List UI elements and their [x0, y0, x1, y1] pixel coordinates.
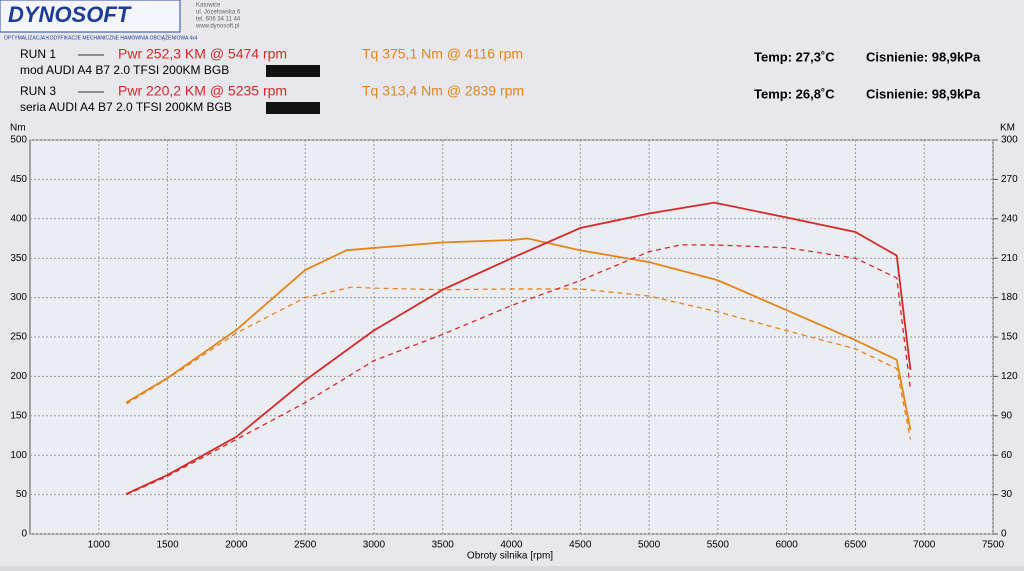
- y-axis-label: Nm: [10, 123, 26, 134]
- redaction: [266, 65, 320, 77]
- y2-tick-label: 120: [1001, 371, 1018, 382]
- x-tick-label: 2500: [294, 540, 317, 551]
- y2-tick-label: 60: [1001, 450, 1013, 461]
- series-line: [125, 237, 912, 431]
- y-tick-label: 500: [10, 135, 27, 146]
- x-tick-label: 5000: [638, 540, 661, 551]
- x-tick-label: 4500: [569, 540, 592, 551]
- y-tick-label: 0: [21, 529, 27, 540]
- logo: DYNOSOFT: [8, 2, 132, 27]
- run-description: seria AUDI A4 B7 2.0 TFSI 200KM BGB: [20, 100, 232, 114]
- y-tick-label: 300: [10, 292, 27, 303]
- x-tick-label: 3500: [432, 540, 455, 551]
- series-line: [125, 201, 912, 495]
- run-torque: Tq 313,4 Nm @ 2839 rpm: [362, 83, 524, 99]
- logo-tagline: OPTYMALIZACJA KODYFIKACJE MECHANICZNE HA…: [4, 34, 198, 41]
- run-label: RUN 1: [20, 47, 56, 61]
- x-tick-label: 4000: [500, 540, 523, 551]
- x-tick-label: 5500: [707, 540, 730, 551]
- y2-tick-label: 300: [1001, 135, 1018, 146]
- y2-tick-label: 240: [1001, 213, 1018, 224]
- x-tick-label: 2000: [225, 540, 248, 551]
- y2-tick-label: 180: [1001, 292, 1018, 303]
- series-line: [125, 286, 912, 440]
- y2-tick-label: 0: [1001, 529, 1007, 540]
- run-label: RUN 3: [20, 84, 56, 98]
- x-axis-label: Obroty silnika [rpm]: [467, 551, 553, 562]
- y2-tick-label: 30: [1001, 489, 1013, 500]
- y-tick-label: 100: [10, 450, 27, 461]
- run-description: mod AUDI A4 B7 2.0 TFSI 200KM BGB: [20, 63, 229, 77]
- y-tick-label: 200: [10, 371, 27, 382]
- run-torque: Tq 375,1 Nm @ 4116 rpm: [362, 46, 523, 62]
- y-tick-label: 250: [10, 332, 27, 343]
- run-temp: Temp: 27,3˚C: [754, 49, 835, 64]
- run-pressure: Cisnienie: 98,9kPa: [866, 86, 981, 101]
- x-tick-label: 6500: [844, 540, 867, 551]
- y2-tick-label: 270: [1001, 174, 1018, 185]
- logo-box: [0, 0, 181, 33]
- logo-address: www.dynosoft.pl: [195, 24, 239, 30]
- y-tick-label: 150: [10, 410, 27, 421]
- redaction: [266, 102, 320, 114]
- y2-axis-label: KM: [1000, 123, 1015, 134]
- logo-address: ul. Józefowska 6: [196, 10, 241, 16]
- run-power: Pwr 220,2 KM @ 5235 rpm: [118, 83, 287, 99]
- x-tick-label: 1000: [88, 540, 111, 551]
- y2-tick-label: 210: [1001, 253, 1018, 264]
- y-tick-label: 400: [10, 213, 27, 224]
- x-tick-label: 3000: [363, 540, 386, 551]
- x-tick-label: 1500: [156, 540, 179, 551]
- run-pressure: Cisnienie: 98,9kPa: [866, 49, 981, 64]
- x-tick-label: 7000: [913, 540, 936, 551]
- logo-address: tel. 606 34 11 44: [196, 17, 241, 23]
- run-power: Pwr 252,3 KM @ 5474 rpm: [118, 46, 287, 62]
- logo-address: Katowice: [196, 3, 221, 9]
- y-tick-label: 350: [10, 253, 27, 264]
- y2-tick-label: 150: [1001, 332, 1018, 343]
- x-tick-label: 7500: [982, 540, 1005, 551]
- run-temp: Temp: 26,8˚C: [754, 86, 835, 101]
- x-tick-label: 6000: [776, 540, 799, 551]
- y-tick-label: 50: [16, 489, 28, 500]
- y2-tick-label: 90: [1001, 410, 1013, 421]
- y-tick-label: 450: [10, 174, 27, 185]
